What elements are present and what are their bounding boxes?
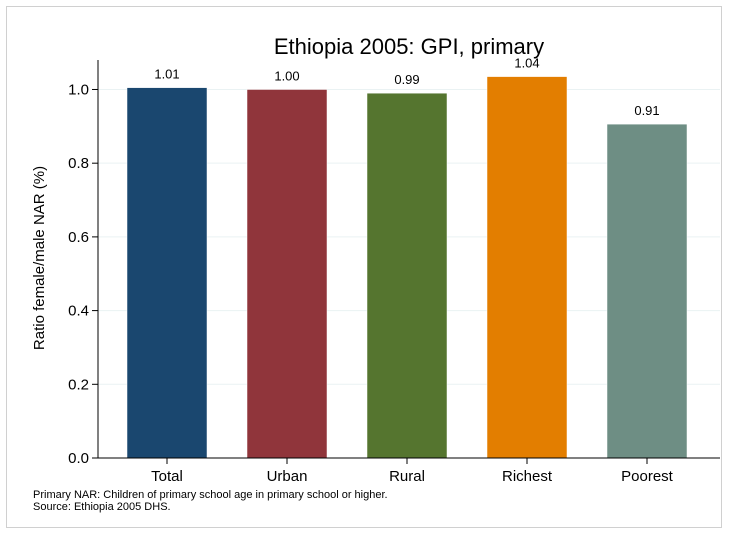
bar-total — [126, 87, 208, 459]
y-axis-label: Ratio female/male NAR (%) — [31, 166, 48, 350]
y-tick-label: 0.6 — [68, 229, 89, 246]
source-note: Source: Ethiopia 2005 DHS. — [33, 501, 171, 513]
chart-frame — [6, 6, 722, 528]
x-tick-label-total: Total — [151, 468, 183, 485]
x-axis: Total Urban Rural Richest Poorest — [98, 457, 720, 485]
bar-poorest — [606, 123, 688, 459]
data-label-richest: 1.04 — [514, 56, 539, 71]
x-tick-label-richest: Richest — [502, 468, 553, 485]
x-tick-label-urban: Urban — [267, 468, 308, 485]
bar-urban — [246, 89, 328, 459]
y-tick-label: 0.0 — [68, 450, 89, 467]
data-label-poorest: 0.91 — [634, 103, 659, 118]
x-tick-label-rural: Rural — [389, 468, 425, 485]
bar-richest — [486, 76, 568, 459]
chart-title: Ethiopia 2005: GPI, primary — [274, 34, 544, 59]
data-label-rural: 0.99 — [394, 72, 419, 87]
x-tick-label-poorest: Poorest — [621, 468, 674, 485]
data-label-urban: 1.00 — [274, 68, 299, 83]
data-labels: 1.01 1.00 0.99 1.04 0.91 — [154, 56, 659, 119]
y-tick-label: 1.0 — [68, 81, 89, 98]
bars — [126, 76, 688, 459]
y-axis: 0.0 0.2 0.4 0.6 0.8 1.0 — [68, 60, 99, 467]
y-tick-label: 0.8 — [68, 155, 89, 172]
y-tick-label: 0.4 — [68, 303, 89, 320]
bar-rural — [366, 92, 448, 459]
y-tick-label: 0.2 — [68, 376, 89, 393]
data-label-total: 1.01 — [154, 67, 179, 82]
definition-note: Primary NAR: Children of primary school … — [33, 489, 388, 501]
